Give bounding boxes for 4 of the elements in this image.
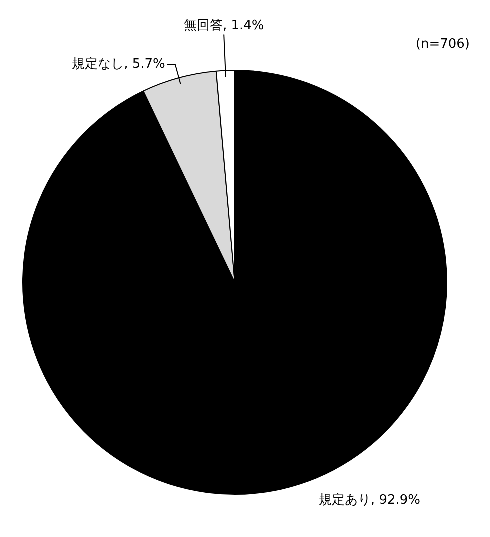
slice-label: 無回答, 1.4%: [184, 18, 264, 34]
text: (n=706): [416, 36, 470, 52]
slice-label: 規定なし, 5.7%: [72, 56, 166, 72]
slice-label: 規定あり, 92.9%: [318, 492, 420, 508]
